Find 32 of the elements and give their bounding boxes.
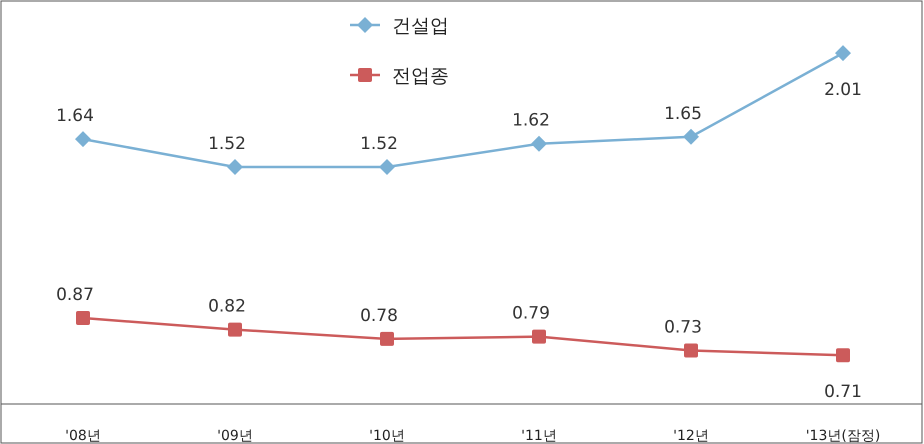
- x-tick-label: '13년(잠정): [806, 428, 880, 444]
- data-label: 0.78: [360, 306, 398, 326]
- x-tick-label: '10년: [369, 428, 405, 444]
- data-label: 1.65: [664, 104, 702, 124]
- point: [380, 332, 394, 346]
- data-label: 1.52: [360, 134, 398, 154]
- data-label: 0.82: [208, 296, 246, 317]
- data-label: 1.64: [56, 106, 94, 126]
- legend-label: 건설업: [392, 15, 449, 37]
- data-label: 0.79: [512, 304, 550, 324]
- point: [228, 322, 242, 337]
- data-label: 0.73: [664, 318, 702, 338]
- point: [76, 311, 90, 326]
- point: [835, 45, 851, 62]
- x-tick-label: '12년: [673, 428, 709, 444]
- point: [379, 158, 395, 175]
- point: [532, 330, 546, 344]
- point: [75, 131, 91, 148]
- point: [227, 158, 243, 175]
- point: [684, 344, 698, 358]
- x-tick-label: '08년: [65, 428, 101, 444]
- data-label: 1.52: [208, 134, 246, 154]
- data-label: 0.71: [824, 382, 862, 402]
- x-tick-label: '11년: [521, 428, 557, 444]
- data-label: 2.01: [824, 80, 862, 100]
- x-tick-label: '09년: [217, 428, 253, 444]
- point: [531, 136, 547, 152]
- legend-label: 전업종: [392, 65, 449, 87]
- point: [683, 128, 699, 145]
- data-label: 0.87: [56, 285, 94, 306]
- point: [836, 348, 850, 362]
- data-label: 1.62: [512, 110, 550, 131]
